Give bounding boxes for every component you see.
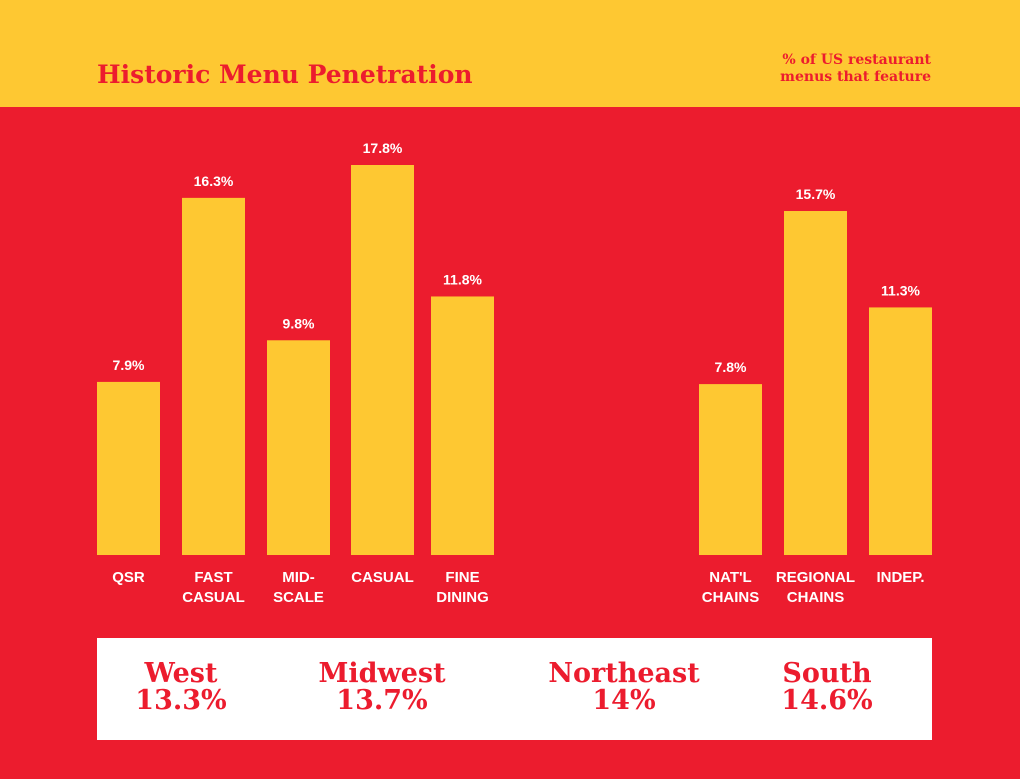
bar-0-3 (351, 165, 414, 555)
bar-value-label: 7.8% (715, 359, 747, 375)
category-label: SCALE (273, 589, 324, 606)
category-label: REGIONAL (776, 569, 855, 586)
bar-0-2 (267, 340, 330, 555)
category-label: CASUAL (351, 569, 414, 586)
region-name: Northeast (548, 658, 700, 689)
category-label: MID- (282, 569, 315, 586)
category-label: FAST (194, 569, 232, 586)
region-midwest: Midwest 13.7% (272, 660, 492, 714)
region-name: South (782, 658, 872, 689)
region-west: West 13.3% (71, 660, 291, 714)
bar-value-label: 9.8% (283, 315, 315, 331)
category-label: CHAINS (702, 589, 760, 606)
region-south: South 14.6% (717, 660, 937, 714)
category-label: CHAINS (787, 589, 845, 606)
category-label: DINING (436, 589, 489, 606)
region-name: Midwest (318, 658, 446, 689)
chart-title: Historic Menu Penetration (97, 60, 473, 89)
region-value: 14% (592, 685, 656, 716)
bar-1-0 (699, 384, 762, 555)
category-label: NAT'L (709, 569, 751, 586)
bar-0-1 (182, 197, 245, 555)
category-label: FINE (445, 569, 479, 586)
region-value: 13.3% (135, 685, 227, 716)
bar-1-2 (869, 307, 932, 555)
bar-0-4 (431, 296, 494, 555)
bar-value-label: 11.8% (443, 271, 482, 287)
region-northeast: Northeast 14% (514, 660, 734, 714)
header-band: Historic Menu Penetration % of US restau… (0, 0, 1020, 107)
bar-value-label: 15.7% (796, 186, 836, 202)
category-label: INDEP. (876, 569, 924, 586)
category-label: QSR (112, 569, 145, 586)
bar-value-label: 11.3% (881, 282, 920, 298)
bar-0-0 (97, 381, 160, 555)
region-value: 13.7% (336, 685, 428, 716)
subtitle-line-2: menus that feature (780, 69, 931, 85)
bar-value-label: 16.3% (194, 173, 234, 189)
bar-1-1 (784, 211, 847, 555)
category-label: CASUAL (182, 589, 245, 606)
regions-panel: West 13.3% Midwest 13.7% Northeast 14% S… (97, 638, 932, 740)
region-name: West (144, 658, 218, 689)
bar-chart: 7.9% QSR 16.3% FAST CASUAL 9.8% MID- SCALE 17.8%… (97, 140, 932, 606)
chart-subtitle: % of US restaurant menus that feature (711, 52, 931, 86)
region-value: 14.6% (781, 685, 873, 716)
bar-value-label: 17.8% (363, 140, 403, 156)
subtitle-line-1: % of US restaurant (782, 52, 931, 68)
bar-value-label: 7.9% (113, 357, 145, 373)
